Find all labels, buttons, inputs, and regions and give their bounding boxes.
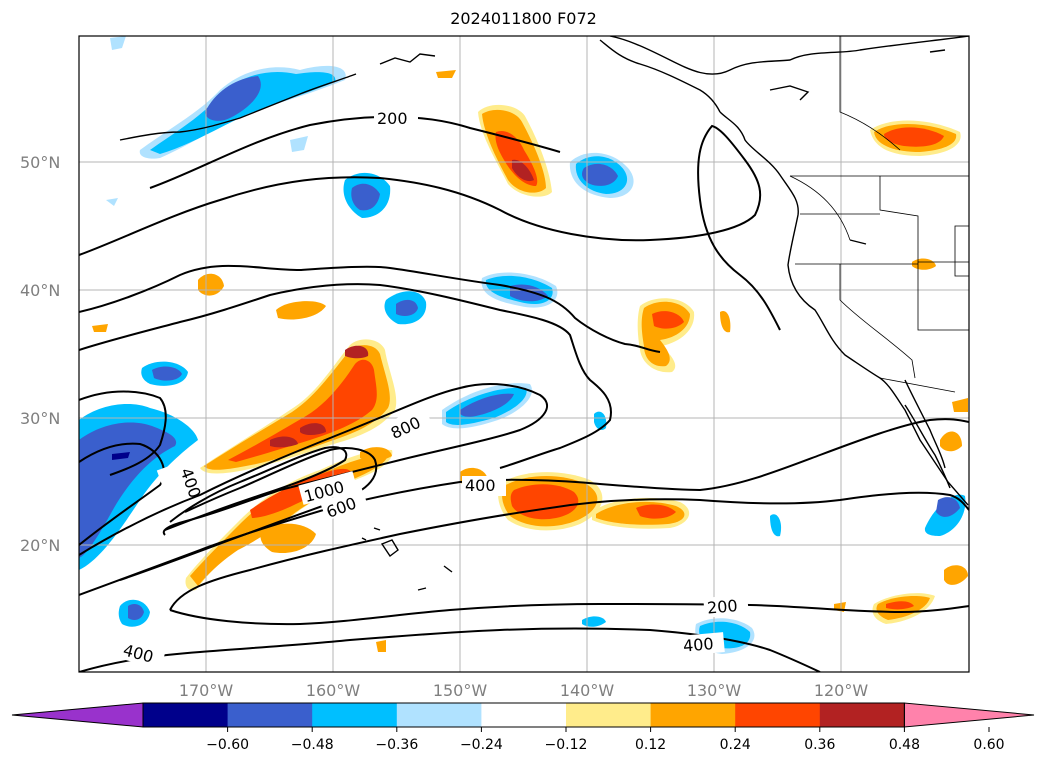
colorbar-segment [396, 703, 482, 727]
colorbar: −0.60 −0.48 −0.36 −0.24 −0.12 0.12 0.24 0.36 0.4… [11, 702, 1035, 753]
lat-label-20n: 20°N [20, 536, 60, 555]
colorbar-tick-label: −0.12 [545, 737, 588, 753]
colorbar-tick-label: 0.24 [720, 737, 751, 753]
contour-lines [79, 115, 969, 672]
contour-label: 200 [377, 109, 408, 128]
colorbar-tick-label: 0.60 [973, 737, 1004, 753]
colorbar-segment [312, 703, 398, 727]
shading-positive [92, 70, 968, 652]
colorbar-tick-label: −0.48 [291, 737, 334, 753]
political-borders [789, 36, 969, 393]
lon-label-120w: 120°W [814, 681, 869, 700]
lon-label-140w: 140°W [560, 681, 615, 700]
contour-labels: 200 400 600 800 1000 400 200 400 400 [118, 108, 749, 670]
map-title: 2024011800 F072 [450, 9, 597, 28]
lon-label-130w: 130°W [687, 681, 742, 700]
latitude-labels: 50°N 40°N 30°N 20°N [20, 153, 60, 555]
colorbar-extend-max [903, 702, 1035, 728]
colorbar-segment [819, 703, 905, 727]
colorbar-segment [735, 703, 821, 727]
lat-label-40n: 40°N [20, 281, 60, 300]
shading-negative [79, 36, 966, 654]
colorbar-tick-label: −0.60 [206, 737, 249, 753]
colorbar-tick-label: 0.12 [635, 737, 666, 753]
lon-label-150w: 150°W [433, 681, 488, 700]
colorbar-segment [650, 703, 736, 727]
graticule [79, 36, 969, 672]
lat-label-30n: 30°N [20, 409, 60, 428]
colorbar-tick-label: −0.36 [375, 737, 418, 753]
contour-label: 400 [682, 634, 714, 656]
longitude-labels: 170°W 160°W 150°W 140°W 130°W 120°W [179, 681, 869, 700]
colorbar-segment [143, 703, 229, 727]
lat-label-50n: 50°N [20, 153, 60, 172]
contour-label: 400 [465, 476, 496, 495]
coastlines [119, 36, 969, 591]
lon-label-160w: 160°W [306, 681, 361, 700]
colorbar-extend-min [11, 702, 144, 728]
colorbar-outline [142, 702, 905, 728]
contour-label: 200 [706, 596, 738, 618]
map-content: 200 400 600 800 1000 400 200 400 400 [79, 36, 969, 672]
colorbar-segment [566, 703, 652, 727]
colorbar-segment [227, 703, 313, 727]
colorbar-tick-label: 0.48 [889, 737, 920, 753]
colorbar-tick-label: −0.24 [460, 737, 503, 753]
colorbar-segment [481, 703, 567, 727]
lon-label-170w: 170°W [179, 681, 234, 700]
map-border [78, 35, 970, 673]
colorbar-tick-label: 0.36 [804, 737, 835, 753]
